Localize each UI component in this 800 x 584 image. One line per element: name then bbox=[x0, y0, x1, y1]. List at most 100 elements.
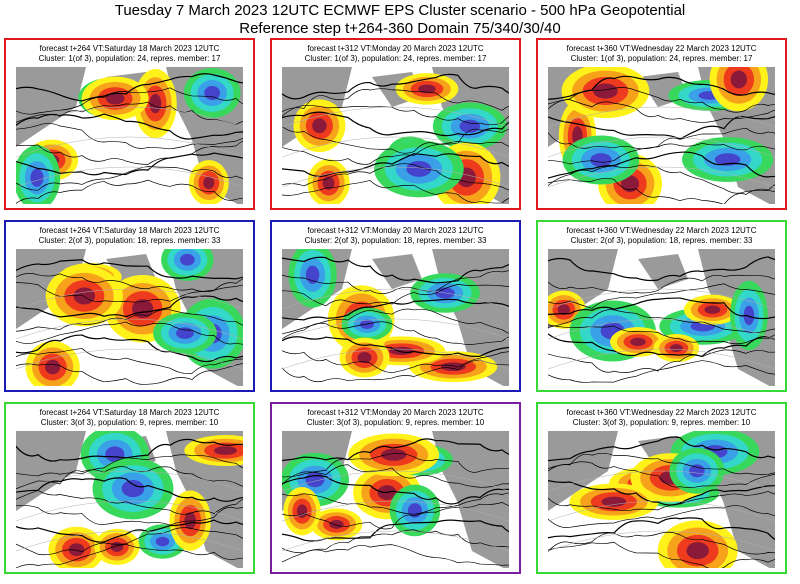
land-mass bbox=[432, 431, 509, 568]
geopotential-contour bbox=[282, 492, 509, 515]
geopotential-contour bbox=[282, 519, 509, 542]
geopotential-contour bbox=[282, 452, 509, 478]
geopotential-contour bbox=[282, 544, 509, 566]
graticule-line bbox=[548, 470, 775, 492]
geopotential-contour bbox=[282, 270, 509, 294]
positive-anomaly bbox=[395, 73, 459, 105]
geopotential-contour bbox=[16, 362, 243, 385]
geopotential-contour bbox=[548, 531, 775, 555]
geopotential-contour bbox=[16, 321, 243, 345]
panel-cluster-label: Cluster: 2(of 3), population: 18, repres… bbox=[304, 236, 487, 245]
map-canvas bbox=[16, 249, 243, 386]
geopotential-contour bbox=[548, 256, 775, 282]
geopotential-contour bbox=[16, 152, 243, 176]
negative-anomaly bbox=[153, 312, 217, 354]
geopotential-contour bbox=[548, 178, 775, 204]
geopotential-contour bbox=[16, 140, 243, 165]
positive-anomaly bbox=[310, 508, 363, 541]
positive-anomaly bbox=[293, 99, 346, 153]
cluster-panel[interactable]: forecast t+360 VT:Wednesday 22 March 202… bbox=[536, 402, 787, 574]
geopotential-contour bbox=[548, 297, 775, 320]
geopotential-contour bbox=[282, 438, 509, 462]
geopotential-contour bbox=[16, 454, 243, 477]
panel-cluster-label: Cluster: 3(of 3), population: 9, repres.… bbox=[306, 418, 485, 427]
panel-forecast-label: forecast t+312 VT:Monday 20 March 2023 1… bbox=[307, 408, 484, 417]
geopotential-contour bbox=[548, 151, 775, 179]
geopotential-contour bbox=[548, 142, 775, 165]
geopotential-contour bbox=[16, 505, 243, 526]
geopotential-contour bbox=[16, 73, 243, 102]
graticule-line bbox=[548, 348, 775, 370]
cluster-panel[interactable]: forecast t+360 VT:Wednesday 22 March 202… bbox=[536, 220, 787, 392]
geopotential-contour bbox=[282, 111, 509, 137]
map-canvas bbox=[282, 67, 509, 204]
positive-anomaly bbox=[48, 526, 105, 568]
graticule-line bbox=[548, 500, 775, 522]
graticule-line bbox=[282, 136, 509, 158]
cluster-panel[interactable]: forecast t+312 VT:Monday 20 March 2023 1… bbox=[270, 220, 521, 392]
panel-cluster-label: Cluster: 1(of 3), population: 24, repres… bbox=[38, 54, 221, 63]
panel-cluster-label: Cluster: 3(of 3), population: 9, repres.… bbox=[40, 418, 219, 427]
positive-anomaly bbox=[45, 265, 123, 327]
geopotential-contour bbox=[282, 321, 509, 345]
geopotential-contour bbox=[282, 475, 509, 505]
geopotential-contour bbox=[282, 308, 509, 335]
geopotential-contour bbox=[282, 141, 509, 165]
graticule-line bbox=[16, 348, 243, 370]
panel-cluster-label: Cluster: 1(of 3), population: 24, repres… bbox=[570, 54, 753, 63]
cluster-panel[interactable]: forecast t+264 VT:Saturday 18 March 2023… bbox=[4, 38, 255, 210]
panel-forecast-label: forecast t+264 VT:Saturday 18 March 2023… bbox=[39, 44, 220, 53]
geopotential-contour bbox=[548, 115, 775, 140]
map-canvas bbox=[16, 67, 243, 204]
geopotential-map bbox=[548, 431, 775, 568]
panel-cluster-label: Cluster: 3(of 3), population: 9, repres.… bbox=[572, 418, 751, 427]
geopotential-contour bbox=[548, 274, 775, 294]
graticule-line bbox=[548, 288, 775, 310]
panel-forecast-label: forecast t+264 VT:Saturday 18 March 2023… bbox=[39, 226, 220, 235]
geopotential-contour bbox=[16, 179, 243, 204]
panel-cluster-label: Cluster: 1(of 3), population: 24, repres… bbox=[304, 54, 487, 63]
graticule-line bbox=[16, 136, 243, 158]
geopotential-contour bbox=[282, 336, 509, 357]
geopotential-contour bbox=[548, 283, 775, 309]
geopotential-map bbox=[282, 431, 509, 568]
cluster-panel[interactable]: forecast t+312 VT:Monday 20 March 2023 1… bbox=[270, 402, 521, 574]
cluster-panel[interactable]: forecast t+264 VT:Saturday 18 March 2023… bbox=[4, 402, 255, 574]
geopotential-contour bbox=[282, 73, 509, 100]
geopotential-contour bbox=[548, 452, 775, 475]
geopotential-contour bbox=[16, 490, 243, 515]
geopotential-contour bbox=[282, 502, 509, 530]
geopotential-contour bbox=[548, 517, 775, 541]
map-canvas bbox=[548, 249, 775, 386]
geopotential-contour bbox=[16, 259, 243, 280]
geopotential-contour bbox=[282, 163, 509, 191]
page-title: Tuesday 7 March 2023 12UTC ECMWF EPS Clu… bbox=[114, 2, 686, 19]
panel-cluster-label: Cluster: 2(of 3), population: 18, repres… bbox=[570, 236, 753, 245]
geopotential-contour bbox=[16, 113, 243, 140]
negative-anomaly bbox=[669, 447, 725, 494]
cluster-panel[interactable]: forecast t+264 VT:Saturday 18 March 2023… bbox=[4, 220, 255, 392]
cluster-panel[interactable]: forecast t+360 VT:Wednesday 22 March 202… bbox=[536, 38, 787, 210]
geopotential-contour bbox=[16, 166, 243, 191]
geopotential-contour bbox=[548, 87, 775, 113]
geopotential-contour bbox=[16, 309, 243, 332]
negative-anomaly bbox=[682, 137, 774, 182]
geopotential-contour bbox=[16, 123, 243, 150]
page-subtitle: Reference step t+264-360 Domain 75/340/3… bbox=[239, 20, 561, 37]
geopotential-map bbox=[548, 249, 775, 386]
geopotential-contour bbox=[548, 505, 775, 528]
cluster-panel[interactable]: forecast t+312 VT:Monday 20 March 2023 1… bbox=[270, 38, 521, 210]
panel-forecast-label: forecast t+312 VT:Monday 20 March 2023 1… bbox=[307, 44, 484, 53]
negative-anomaly bbox=[730, 280, 768, 351]
geopotential-contour bbox=[548, 165, 775, 194]
geopotential-contour bbox=[16, 282, 243, 303]
panel-forecast-label: forecast t+312 VT:Monday 20 March 2023 1… bbox=[307, 226, 484, 235]
map-canvas bbox=[282, 249, 509, 386]
graticule-line bbox=[282, 288, 509, 310]
geopotential-contour bbox=[16, 87, 243, 115]
map-canvas bbox=[16, 431, 243, 568]
graticule-line bbox=[282, 470, 509, 492]
positive-anomaly bbox=[134, 68, 177, 139]
geopotential-contour bbox=[16, 466, 243, 490]
graticule-line bbox=[16, 500, 243, 522]
